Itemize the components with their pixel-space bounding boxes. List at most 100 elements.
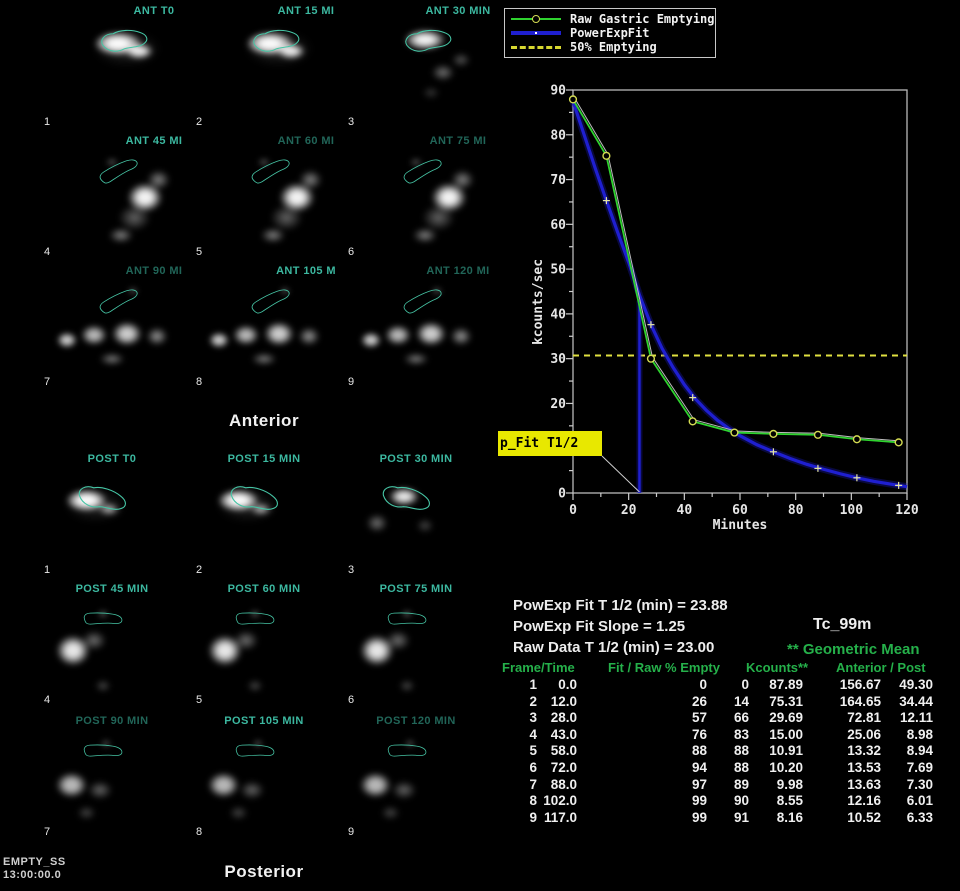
table-row: 9 117.0 99 91 8.16 10.52 6.33 [0,810,960,827]
half-emptying-marker-icon [511,45,561,49]
legend-item-raw: Raw Gastric Emptying [511,12,715,26]
table-cell: 29.69 [769,710,803,726]
scintigraphy-image [344,450,494,576]
frame-number: 9 [348,826,355,838]
scint-frame[interactable]: ANT 45 MI 4 [40,132,190,258]
table-cell: 34.44 [899,693,933,709]
table-cell: 66 [733,710,749,726]
col-header-frame-time: Frame/Time [502,660,575,675]
table-cell: 8.16 [776,809,803,825]
frame-number: 1 [44,564,51,576]
scint-frame[interactable]: ANT 120 MI 9 [344,262,494,388]
scint-frame[interactable]: POST 15 MIN 2 [192,450,342,576]
table-cell: 43.0 [550,726,577,742]
raw-series-marker-icon [511,15,561,23]
table-cell: 28.0 [550,710,577,726]
scint-frame[interactable]: POST 75 MIN 6 [344,580,494,706]
frame-time-label: POST 60 MIN [227,583,301,595]
scint-frame[interactable]: ANT T0 1 [40,2,190,128]
scint-frame[interactable]: POST T0 1 [40,450,190,576]
scint-frame[interactable]: ANT 105 M 8 [192,262,342,388]
svg-text:0: 0 [558,487,566,502]
frame-number: 8 [196,376,203,388]
table-cell: 13.53 [847,760,881,775]
frame-number: 3 [348,564,355,576]
stomach-roi-outline [252,27,301,53]
svg-text:60: 60 [732,503,748,518]
scint-frame[interactable]: POST 120 MIN 9 [344,712,494,838]
scint-frame[interactable]: POST 45 MIN 4 [40,580,190,706]
powerexp-fit-curve [571,100,908,489]
table-cell: 25.06 [847,726,881,742]
scintigraphy-image [192,450,342,576]
table-cell: 13.63 [847,776,881,792]
svg-text:60: 60 [550,218,566,233]
frame-number: 6 [348,246,355,258]
table-cell: 8.55 [776,793,803,809]
svg-text:40: 40 [550,307,566,322]
scint-frame[interactable]: ANT 30 MIN 3 [344,2,494,128]
svg-text:20: 20 [621,503,637,518]
table-cell: 94 [691,760,707,775]
frame-number: 3 [348,116,355,128]
table-cell: 88 [691,743,707,759]
table-cell: 0 [699,677,707,692]
scintigraphy-image [192,262,342,388]
scint-frame[interactable]: ANT 60 MI 5 [192,132,342,258]
table-cell: 102.0 [543,793,577,809]
frame-time-label: ANT T0 [133,5,175,17]
stomach-roi-outline [404,27,453,53]
table-row: 8 102.0 99 90 8.55 12.16 6.01 [0,793,960,810]
scintigraphy-image [344,580,494,706]
isotope-label: Tc_99m [813,616,872,633]
scintigraphy-image [192,580,342,706]
col-header-kcounts: Kcounts** [746,660,809,675]
scint-frame[interactable]: ANT 15 MI 2 [192,2,342,128]
svg-text:70: 70 [550,173,566,188]
annotation-pointer-line [601,455,640,493]
legend-item-half: 50% Emptying [511,40,709,54]
scintigraphy-image [344,132,494,258]
table-cell: 9 [529,809,537,825]
table-cell: 99 [691,809,707,825]
svg-text:20: 20 [550,397,566,412]
scintigraphy-image [40,580,190,706]
table-cell: 97 [691,776,707,792]
table-cell: 8.94 [906,743,933,759]
scint-frame[interactable]: POST 60 MIN 5 [192,580,342,706]
scint-frame[interactable]: POST 90 MIN 7 [40,712,190,838]
frame-time-label: ANT 30 MIN [425,5,491,17]
table-cell: 72.0 [550,760,577,775]
table-cell: 83 [733,726,749,742]
gastric-emptying-chart: 0102030405060708090020406080100120kcount… [531,84,919,534]
table-cell: 4 [529,726,537,742]
table-cell: 117.0 [543,809,577,825]
table-cell: 0.0 [558,677,577,692]
scint-frame[interactable]: ANT 75 MI 6 [344,132,494,258]
table-cell: 6.33 [906,809,933,825]
chart-legend: Raw Gastric Emptying PowerExpFit 50% Emp… [504,8,716,58]
scintigraphy-image [192,132,342,258]
table-cell: 26 [691,693,707,709]
table-cell: 13.32 [847,743,881,759]
study-footer: EMPTY_SS 13:00:00.0 [3,856,66,882]
frame-time-label: ANT 90 MI [125,265,183,277]
table-row: 6 72.0 94 88 10.20 13.53 7.69 [0,760,960,777]
scintigraphy-image [40,2,190,128]
legend-label: Raw Gastric Emptying [570,12,715,26]
table-cell: 15.00 [769,726,803,742]
frame-time-label: POST T0 [87,453,137,465]
fit-slope-value: PowExp Fit Slope = 1.25 [513,618,686,635]
scint-frame[interactable]: POST 30 MIN 3 [344,450,494,576]
frame-number: 5 [196,694,203,706]
table-cell: 49.30 [899,677,933,692]
frame-time-label: ANT 15 MI [277,5,335,17]
scint-frame[interactable]: ANT 90 MI 7 [40,262,190,388]
legend-label: 50% Emptying [570,40,657,54]
scint-frame[interactable]: POST 105 MIN 8 [192,712,342,838]
table-cell: 6.01 [906,793,933,809]
table-cell: 7.69 [906,760,933,775]
legend-label: PowerExpFit [570,26,650,40]
table-cell: 10.52 [847,809,881,825]
fit-thalf-annotation: p_Fit T1/2 [498,431,602,456]
